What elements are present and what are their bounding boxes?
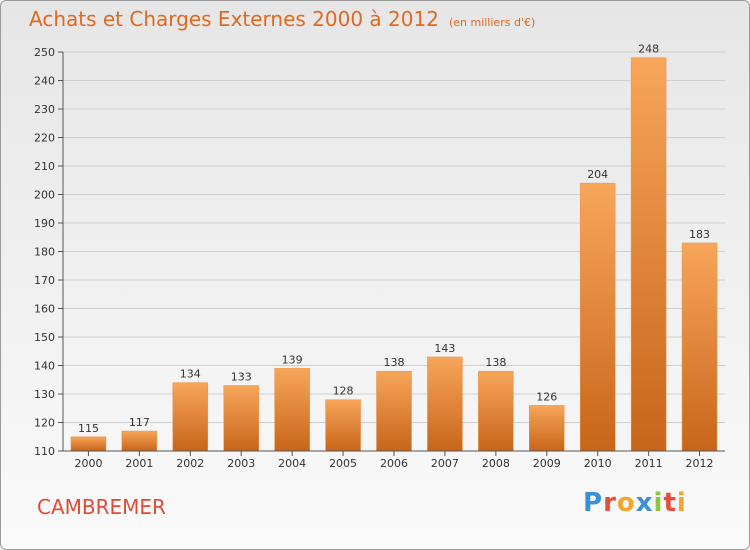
y-tick-label: 170 (34, 274, 55, 287)
bar (630, 57, 667, 452)
bar (325, 399, 361, 452)
x-tick-label: 2000 (74, 457, 102, 470)
bar (274, 368, 310, 452)
y-tick-label: 140 (34, 360, 55, 373)
x-tick-label: 2005 (329, 457, 357, 470)
proxiti-logo: Proxiti (583, 488, 687, 518)
bar-value-label: 139 (282, 353, 303, 366)
place-name: CAMBREMER (37, 495, 166, 519)
bar (427, 356, 463, 452)
bar-value-label: 134 (180, 368, 201, 381)
bar (579, 182, 616, 452)
y-tick-label: 160 (34, 303, 55, 316)
bar (223, 385, 259, 452)
logo-letter: o (616, 488, 636, 518)
x-tick-label: 2008 (482, 457, 510, 470)
y-tick-label: 230 (34, 103, 55, 116)
y-tick-label: 130 (34, 388, 55, 401)
x-tick-label: 2010 (584, 457, 612, 470)
y-tick-label: 120 (34, 417, 55, 430)
logo-letter: P (583, 488, 604, 518)
bar-value-label: 117 (129, 416, 150, 429)
logo-letter: t (663, 488, 677, 518)
y-tick-label: 210 (34, 160, 55, 173)
logo-letter: i (653, 488, 664, 518)
bar-value-label: 138 (485, 356, 506, 369)
bar-value-label: 128 (333, 385, 354, 398)
y-tick-label: 190 (34, 217, 55, 230)
x-tick-label: 2007 (431, 457, 459, 470)
y-tick-label: 150 (34, 331, 55, 344)
bar (70, 436, 107, 452)
logo-letter: x (635, 488, 654, 518)
x-axis-ticks: 2000 2001 2002 2003 2004 2005 2006 2007 2008 2009… (74, 451, 714, 470)
x-tick-label: 2001 (125, 457, 153, 470)
bar-value-label: 183 (689, 228, 710, 241)
x-tick-label: 2006 (380, 457, 408, 470)
x-tick-label: 2012 (686, 457, 714, 470)
bar (172, 382, 209, 452)
chart-title-text: Achats et Charges Externes 2000 à 2012 (29, 7, 439, 31)
bar-value-label: 133 (231, 370, 252, 383)
bars (70, 57, 718, 452)
x-tick-label: 2004 (278, 457, 306, 470)
bar (681, 242, 718, 452)
bar-value-label: 115 (78, 422, 99, 435)
y-axis-ticks: 110 120 130 140 150 160 170 180 190 200 210 220 230 2… (34, 46, 63, 458)
y-tick-label: 250 (34, 46, 55, 59)
logo-letter: i (676, 488, 687, 518)
y-tick-label: 200 (34, 189, 55, 202)
bar-value-label: 248 (638, 43, 659, 56)
y-tick-label: 240 (34, 75, 55, 88)
x-tick-label: 2011 (635, 457, 663, 470)
bar (376, 370, 412, 452)
bar (529, 405, 565, 452)
chart-title: Achats et Charges Externes 2000 à 2012 (e… (29, 7, 535, 31)
y-tick-label: 180 (34, 246, 55, 259)
bar-value-label: 143 (434, 342, 455, 355)
bar (478, 370, 514, 452)
bar-value-label: 138 (384, 356, 405, 369)
y-tick-label: 220 (34, 132, 55, 145)
x-tick-label: 2003 (227, 457, 255, 470)
x-tick-label: 2009 (533, 457, 561, 470)
axes (62, 52, 725, 452)
y-tick-label: 110 (34, 445, 55, 458)
bar-value-label: 126 (536, 390, 557, 403)
bar-value-label: 204 (587, 168, 608, 181)
bar-value-labels: 115 117 134 133 139 128 138 143 138 126 204 248 183 (78, 43, 710, 435)
bar (121, 430, 158, 452)
logo-letter: r (603, 488, 617, 518)
x-tick-label: 2002 (176, 457, 204, 470)
chart-unit-label: (en milliers d'€) (448, 16, 536, 29)
